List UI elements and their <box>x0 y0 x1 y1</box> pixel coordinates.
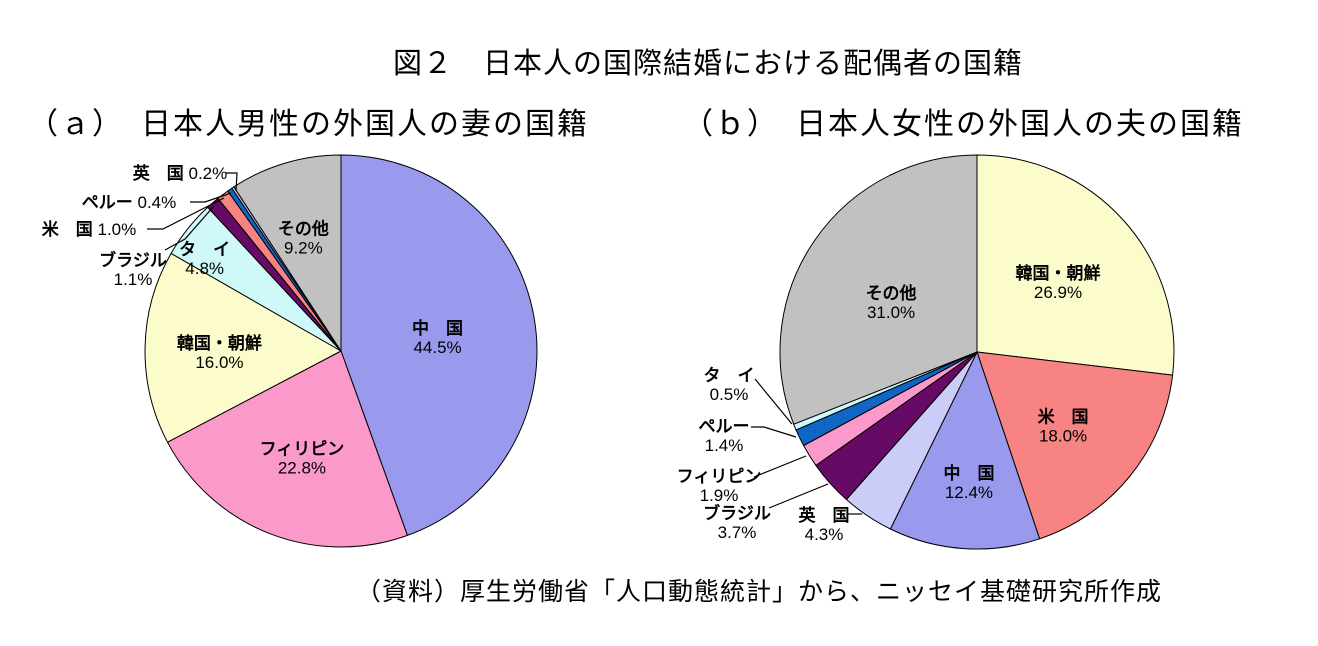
slice-label-line: 1.1% <box>114 270 153 289</box>
slice-label-英国: 英 国 0.2% <box>133 163 238 192</box>
slice-label-line: 12.4% <box>945 483 993 502</box>
label-leader-line <box>768 483 829 509</box>
label-leader-line <box>226 172 238 192</box>
slice-label-英国: 英 国4.3% <box>799 505 862 544</box>
slice-label-line: 26.9% <box>1034 283 1082 302</box>
pie-slice-その他 <box>233 154 342 352</box>
slice-label-line: 1.9% <box>700 486 739 505</box>
slice-label-line: 韓国・朝鮮 <box>1015 263 1100 283</box>
slice-label-line: ペルー 0.4% <box>82 193 176 212</box>
slice-label-line: ブラジル <box>703 503 771 523</box>
slice-label-中国: 中 国44.5% <box>412 318 463 357</box>
slice-label-line: 16.0% <box>195 353 243 372</box>
slice-label-line: 1.4% <box>705 436 744 455</box>
slice-label-タイ: タ イ0.5% <box>704 366 793 425</box>
slice-label-line: 英 国 <box>799 505 850 525</box>
chart-b-title: （ｂ） 日本人女性の外国人の夫の国籍 <box>683 108 1244 141</box>
slice-label-タイ: タ イ4.8% <box>179 240 230 278</box>
slice-label-line: タ イ <box>704 366 755 385</box>
slice-label-line: 4.8% <box>185 259 224 278</box>
slice-label-line: タ イ <box>179 240 230 259</box>
label-leader-line <box>754 378 793 425</box>
slice-label-line: 44.5% <box>413 338 461 357</box>
pie-slice-フィリピン <box>167 350 408 548</box>
slice-label-米国: 米 国 1.0% <box>42 197 225 239</box>
slice-label-line: 18.0% <box>1039 426 1087 445</box>
slice-label-line: 米 国 1.0% <box>42 219 136 239</box>
pie-slice-韓国・朝鮮 <box>976 154 1175 376</box>
slice-label-line: 韓国・朝鮮 <box>177 333 262 353</box>
slice-label-line: その他 <box>866 283 917 303</box>
slice-label-line: その他 <box>278 219 329 239</box>
slice-label-line: フィリピン <box>677 467 762 486</box>
pie-slice-韓国・朝鮮 <box>144 252 342 443</box>
pie-slice-米国 <box>976 351 1174 540</box>
slice-label-line: 31.0% <box>867 303 915 322</box>
label-leader-line <box>164 205 215 251</box>
label-leader-line <box>753 455 807 478</box>
slice-label-line: ブラジル <box>99 250 167 270</box>
slice-label-中国: 中 国12.4% <box>943 463 994 502</box>
slice-label-line: 22.8% <box>278 458 326 477</box>
slice-label-line: 中 国 <box>943 463 994 483</box>
slice-label-米国: 米 国18.0% <box>1038 406 1089 445</box>
slice-label-line: ペルー <box>699 417 750 436</box>
slice-label-line: 英 国 0.2% <box>133 163 227 183</box>
label-leader-line <box>147 197 225 230</box>
slice-label-line: 0.5% <box>710 385 749 404</box>
pie-slice-中国 <box>340 154 538 536</box>
slice-label-line: フィリピン <box>260 439 345 458</box>
label-leader-line <box>190 192 232 203</box>
label-leader-line <box>751 426 797 438</box>
pie-slice-中国 <box>889 351 1041 550</box>
slice-label-line: 米 国 <box>1038 406 1089 426</box>
pie-slice-その他 <box>779 154 978 425</box>
figure-title: 図２ 日本人の国際結婚における配偶者の国籍 <box>393 48 1024 80</box>
slice-label-line: 9.2% <box>284 239 323 258</box>
slice-label-ペルー: ペルー 0.4% <box>82 192 232 212</box>
chart-a-title: （ａ） 日本人男性の外国人の妻の国籍 <box>28 108 589 141</box>
source-caption: （資料）厚生労働省「人口動態統計」から、ニッセイ基礎研究所作成 <box>356 579 1163 606</box>
slice-label-line: 中 国 <box>412 318 463 338</box>
slice-label-line: 3.7% <box>718 523 757 542</box>
slice-label-line: 4.3% <box>805 525 844 544</box>
